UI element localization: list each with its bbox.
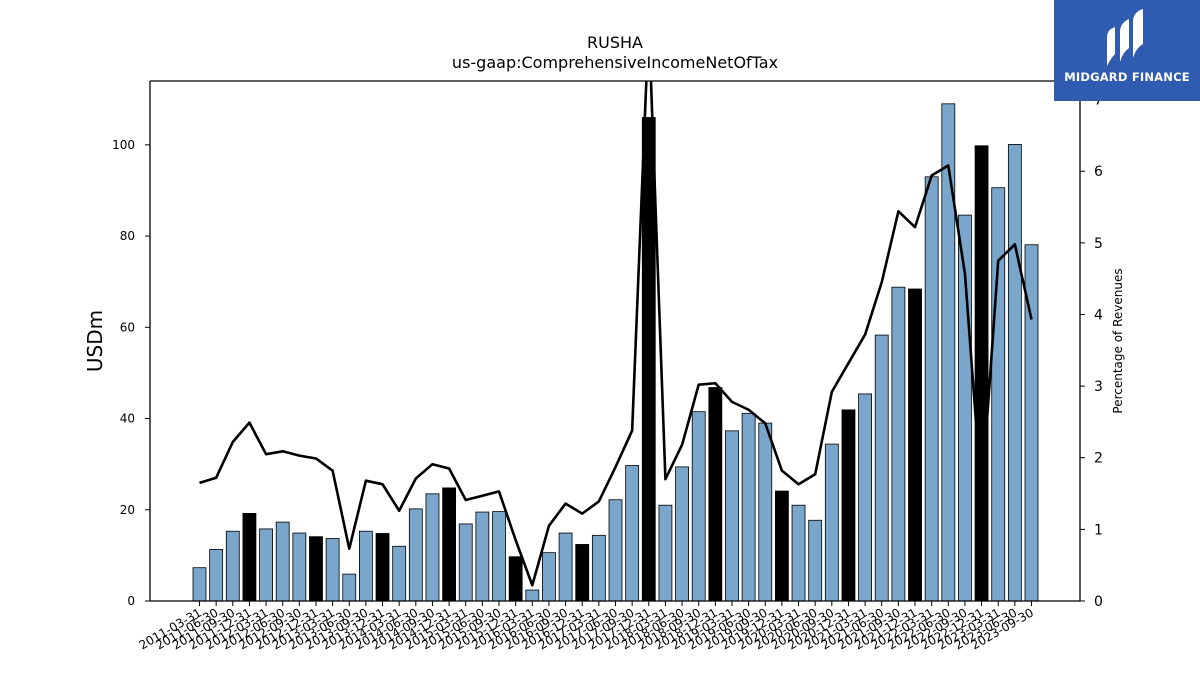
bar: [209, 549, 224, 602]
bar: [891, 286, 906, 602]
bar: [941, 103, 956, 602]
bar: [375, 533, 390, 602]
bar: [192, 567, 207, 602]
bar: [874, 334, 889, 602]
bar: [225, 530, 240, 602]
bar: [841, 409, 856, 602]
line-group: [199, 81, 1033, 587]
bar: [525, 589, 540, 602]
bar: [392, 545, 407, 602]
bar: [508, 556, 523, 602]
bar: [791, 504, 806, 602]
y-tick-label: 100: [112, 138, 135, 152]
bar: [908, 288, 922, 602]
y2-tick-label: 5: [1094, 236, 1103, 252]
bar: [725, 430, 739, 602]
y2-tick-label: 1: [1094, 522, 1103, 538]
y2-tick-label: 4: [1094, 307, 1103, 323]
y2-tick-label: 6: [1094, 164, 1103, 180]
bar: [458, 523, 473, 602]
bar: [475, 511, 490, 602]
midgard-logo-icon: [1107, 9, 1143, 66]
bar: [625, 465, 640, 602]
y-tick-label: 20: [120, 503, 135, 517]
y-tick-label: 0: [127, 594, 135, 608]
bar: [408, 508, 423, 602]
bar: [924, 176, 939, 602]
bar: [542, 552, 556, 602]
y2-tick-label: 3: [1094, 379, 1103, 395]
axes-group: 020406080100012345672011-03-312011-06-30…: [112, 80, 1103, 652]
y-axis-label: USDm: [83, 310, 107, 372]
y-tick-label: 80: [120, 229, 135, 243]
bar: [575, 544, 590, 602]
y-tick-label: 60: [120, 320, 135, 334]
bar: [741, 413, 756, 602]
bar: [309, 536, 323, 602]
bar: [691, 411, 706, 602]
bar: [658, 504, 673, 602]
bar: [808, 519, 823, 602]
bars-group: [192, 103, 1039, 602]
bar: [858, 393, 872, 602]
bar: [824, 443, 839, 602]
bar: [275, 521, 290, 602]
bar: [641, 117, 656, 602]
bar: [758, 422, 773, 602]
bar: [325, 538, 340, 602]
bar: [259, 528, 273, 602]
bar: [675, 466, 689, 602]
y-tick-label: 40: [120, 412, 135, 426]
bar: [342, 573, 357, 602]
y2-axis-label: Percentage of Revenues: [1111, 268, 1125, 413]
bar: [608, 499, 623, 602]
y2-tick-label: 0: [1094, 594, 1103, 610]
bar: [1007, 143, 1022, 602]
bar: [558, 532, 573, 602]
logo-text: MIDGARD FINANCE: [1064, 70, 1190, 84]
bar: [358, 530, 373, 602]
brand-logo: MIDGARD FINANCE: [1054, 0, 1200, 101]
bar: [591, 534, 606, 602]
bar: [708, 387, 723, 602]
bar: [442, 487, 457, 602]
line-series: [199, 81, 1033, 587]
bar: [292, 532, 307, 602]
chart-subtitle: us-gaap:ComprehensiveIncomeNetOfTax: [452, 53, 778, 72]
bar: [492, 511, 506, 602]
y2-tick-label: 2: [1094, 451, 1103, 467]
bar: [425, 493, 440, 602]
bar: [775, 490, 789, 602]
bar: [974, 145, 989, 602]
chart-title: RUSHA: [587, 33, 643, 52]
bar: [242, 513, 257, 602]
bar: [991, 187, 1006, 602]
